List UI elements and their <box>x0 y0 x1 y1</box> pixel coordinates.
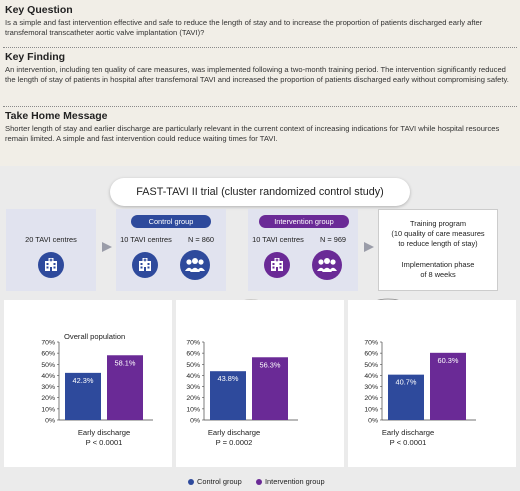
key-finding-text: An intervention, including ten quality o… <box>5 65 509 85</box>
legend-dot <box>256 479 262 485</box>
y-tick-label: 20% <box>186 395 200 402</box>
bar-chart: 0% 10% 20% 30% 40% 50% 60% 70% 43.8% 56.3% <box>186 340 298 425</box>
arrow-right-icon <box>102 242 112 252</box>
bar-value-label: 58.1% <box>115 358 136 367</box>
hospital-icon <box>132 252 158 278</box>
bar-value-label: 43.8% <box>218 374 239 383</box>
bar-value-label: 40.7% <box>396 378 417 387</box>
control-bar <box>388 374 424 420</box>
y-tick-label: 30% <box>364 384 378 391</box>
bar-chart: 0% 10% 20% 30% 40% 50% 60% 70% 40.7% 60.3% <box>364 340 476 425</box>
control-centres: 10 TAVI centres <box>120 235 172 244</box>
legend: Control group Intervention group <box>0 477 520 489</box>
y-tick-label: 50% <box>186 362 200 369</box>
take-home-text: Shorter length of stay and earlier disch… <box>5 124 500 144</box>
y-tick-label: 60% <box>41 351 55 358</box>
control-group-pill: Control group <box>131 215 211 228</box>
y-tick-label: 20% <box>41 395 55 402</box>
x-axis-label: Early discharge <box>207 428 261 437</box>
key-question-text: Is a simple and fast intervention effect… <box>5 18 483 38</box>
y-tick-label: 40% <box>41 373 55 380</box>
implementation-phase-1: Implementation phase <box>401 260 475 269</box>
bar-value-label: 56.3% <box>260 360 281 369</box>
training-program-box <box>378 209 498 291</box>
bar-value-label: 60.3% <box>438 356 459 365</box>
hospital-icon <box>264 252 290 278</box>
training-detail-1: (10 quality of care measures <box>391 229 485 238</box>
bar-chart: 0% 10% 20% 30% 40% 50% 60% 70% 42.3% 58.1% <box>41 340 153 425</box>
take-home-heading: Take Home Message <box>5 110 108 122</box>
summary-panel <box>0 0 520 166</box>
legend-dot <box>188 479 194 485</box>
control-bar <box>65 372 101 420</box>
y-tick-label: 0% <box>190 418 200 425</box>
y-tick-label: 50% <box>364 362 378 369</box>
y-tick-label: 60% <box>186 351 200 358</box>
all-centres-label: 20 TAVI centres <box>25 235 77 244</box>
intervention-bar <box>430 352 466 420</box>
y-tick-label: 0% <box>45 418 55 425</box>
y-tick-label: 10% <box>41 406 55 413</box>
divider <box>3 106 517 107</box>
x-axis-label: Early discharge <box>77 428 131 437</box>
x-axis-label: Early discharge <box>381 428 435 437</box>
y-tick-label: 70% <box>364 340 378 347</box>
intervention-bar <box>107 355 143 420</box>
y-tick-label: 50% <box>41 362 55 369</box>
y-tick-label: 40% <box>186 373 200 380</box>
key-finding-heading: Key Finding <box>5 51 66 63</box>
take-home-section: Take Home Message Shorter length of stay… <box>5 110 515 145</box>
key-question-section: Key Question Is a simple and fast interv… <box>5 4 515 39</box>
trial-title: FAST-TAVI II trial (cluster randomized c… <box>110 178 410 206</box>
people-group-icon <box>180 250 210 280</box>
people-group-icon <box>312 250 342 280</box>
control-n: N = 860 <box>187 235 215 244</box>
intervention-group-pill: Intervention group <box>259 215 349 228</box>
y-tick-label: 60% <box>364 351 378 358</box>
p-value: P < 0.0001 <box>389 438 427 447</box>
y-tick-label: 30% <box>41 384 55 391</box>
bar-value-label: 42.3% <box>73 376 94 385</box>
y-tick-label: 30% <box>186 384 200 391</box>
y-tick-label: 40% <box>364 373 378 380</box>
hospital-icon <box>38 252 64 278</box>
legend-intervention-label: Intervention group <box>265 477 325 486</box>
training-detail-2: to reduce length of stay) <box>398 239 478 248</box>
intervention-centres: 10 TAVI centres <box>252 235 304 244</box>
arrow-right-icon <box>364 242 374 252</box>
intervention-bar <box>252 357 288 420</box>
p-value: P < 0.0001 <box>85 438 123 447</box>
intervention-n: N = 969 <box>319 235 347 244</box>
divider <box>3 47 517 48</box>
y-tick-label: 10% <box>364 406 378 413</box>
y-tick-label: 0% <box>368 418 378 425</box>
y-tick-label: 10% <box>186 406 200 413</box>
chart-title: Overall population <box>64 332 126 341</box>
y-tick-label: 20% <box>364 395 378 402</box>
all-centres-box <box>6 209 96 291</box>
legend-intervention: Intervention group <box>256 477 325 486</box>
y-tick-label: 70% <box>41 340 55 347</box>
training-title: Training program <box>410 219 466 228</box>
y-tick-label: 70% <box>186 340 200 347</box>
control-bar <box>210 371 246 420</box>
legend-control-label: Control group <box>197 477 242 486</box>
p-value: P = 0.0002 <box>215 438 253 447</box>
implementation-phase-2: of 8 weeks <box>420 270 456 279</box>
key-finding-section: Key Finding An intervention, including t… <box>5 51 515 86</box>
key-question-heading: Key Question <box>5 4 73 16</box>
legend-control: Control group <box>188 477 242 486</box>
